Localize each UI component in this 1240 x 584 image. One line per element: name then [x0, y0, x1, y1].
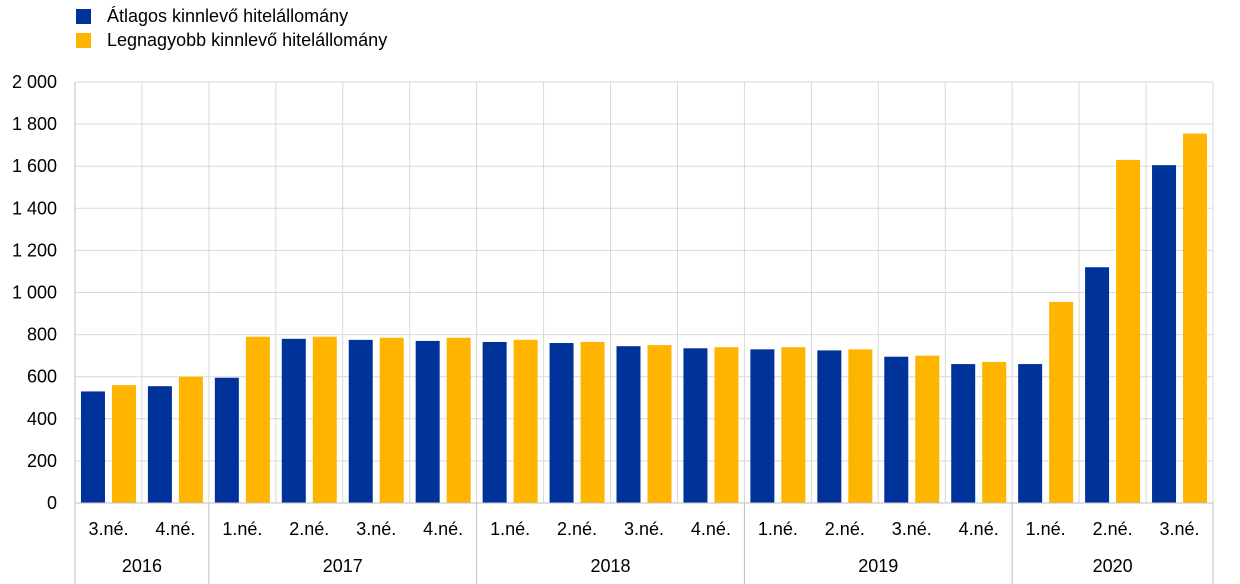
- bar-largest: [379, 337, 404, 503]
- bar-largest: [1116, 159, 1141, 503]
- bar-average: [1152, 165, 1177, 503]
- y-tick-label: 1 400: [12, 198, 57, 218]
- bar-average: [1085, 267, 1110, 503]
- legend-swatch-largest: [76, 32, 91, 48]
- x-tick-label: 2.né.: [557, 519, 597, 539]
- year-label: 2016: [122, 556, 162, 576]
- bar-largest: [245, 336, 270, 503]
- bar-average: [549, 343, 574, 503]
- legend-label-average: Átlagos kinnlevő hitelállomány: [107, 5, 349, 26]
- y-tick-label: 1 600: [12, 156, 57, 176]
- y-tick-label: 600: [27, 367, 57, 387]
- bar-average: [415, 340, 440, 503]
- bar-average: [214, 377, 239, 503]
- bar-largest: [312, 336, 337, 503]
- bar-average: [750, 349, 775, 503]
- x-tick-label: 1.né.: [758, 519, 798, 539]
- x-tick-label: 3.né.: [356, 519, 396, 539]
- bar-average: [482, 341, 507, 503]
- x-tick-label: 1.né.: [222, 519, 262, 539]
- bar-average: [147, 386, 172, 503]
- bar-average: [80, 391, 105, 503]
- legend-label-largest: Legnagyobb kinnlevő hitelállomány: [107, 29, 388, 50]
- bar-largest: [1183, 133, 1208, 503]
- bar-average: [817, 350, 842, 503]
- x-tick-label: 4.né.: [691, 519, 731, 539]
- year-label: 2019: [858, 556, 898, 576]
- y-tick-label: 800: [27, 325, 57, 345]
- bar-average: [616, 346, 641, 503]
- legend-swatch-average: [76, 8, 91, 24]
- bar-largest: [848, 349, 873, 503]
- bar-largest: [714, 347, 739, 503]
- y-tick-label: 200: [27, 451, 57, 471]
- bar-average: [683, 348, 708, 503]
- bar-largest: [580, 341, 605, 503]
- bar-average: [1018, 364, 1043, 503]
- year-label: 2017: [323, 556, 363, 576]
- bar-largest: [513, 339, 538, 503]
- legend-item-average: Átlagos kinnlevő hitelállomány: [76, 4, 387, 28]
- x-tick-label: 1.né.: [490, 519, 530, 539]
- year-label: 2018: [591, 556, 631, 576]
- x-tick-label: 3.né.: [624, 519, 664, 539]
- bar-largest: [781, 347, 806, 503]
- bar-largest: [111, 385, 136, 503]
- y-tick-label: 400: [27, 409, 57, 429]
- bar-average: [281, 338, 306, 503]
- x-tick-label: 3.né.: [88, 519, 128, 539]
- bar-largest: [982, 361, 1007, 503]
- y-tick-label: 1 200: [12, 240, 57, 260]
- y-tick-label: 1 800: [12, 114, 57, 134]
- bar-largest: [446, 337, 471, 503]
- bar-average: [348, 339, 373, 503]
- x-tick-label: 3.né.: [1160, 519, 1200, 539]
- bar-average: [951, 364, 976, 503]
- x-tick-label: 4.né.: [423, 519, 463, 539]
- x-tick-label: 4.né.: [959, 519, 999, 539]
- bar-largest: [1049, 301, 1074, 503]
- x-tick-label: 2.né.: [289, 519, 329, 539]
- x-tick-label: 3.né.: [892, 519, 932, 539]
- bar-largest: [178, 376, 203, 503]
- bar-average: [884, 356, 909, 503]
- x-tick-label: 1.né.: [1026, 519, 1066, 539]
- bar-largest: [647, 345, 672, 503]
- x-tick-label: 2.né.: [825, 519, 865, 539]
- x-tick-label: 2.né.: [1093, 519, 1133, 539]
- y-tick-label: 2 000: [12, 72, 57, 92]
- bar-largest: [915, 355, 940, 503]
- x-tick-label: 4.né.: [155, 519, 195, 539]
- y-tick-label: 1 000: [12, 283, 57, 303]
- y-tick-label: 0: [47, 493, 57, 513]
- year-label: 2020: [1093, 556, 1133, 576]
- legend: Átlagos kinnlevő hitelállomány Legnagyob…: [76, 4, 387, 52]
- legend-item-largest: Legnagyobb kinnlevő hitelállomány: [76, 28, 387, 52]
